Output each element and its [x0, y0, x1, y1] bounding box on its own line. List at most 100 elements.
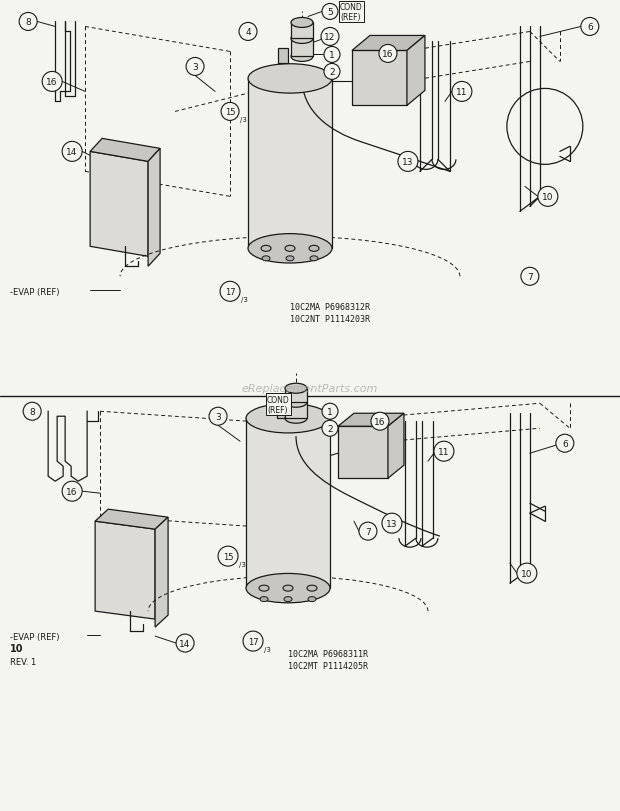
Polygon shape: [352, 51, 407, 106]
Text: /3: /3: [241, 297, 248, 303]
Bar: [285, 388, 307, 403]
Circle shape: [359, 522, 377, 540]
Ellipse shape: [283, 586, 293, 591]
Text: /3: /3: [264, 646, 271, 652]
Polygon shape: [407, 36, 425, 106]
Text: 7: 7: [365, 527, 371, 536]
Bar: [291, 40, 313, 58]
Text: 3: 3: [215, 412, 221, 421]
Circle shape: [452, 82, 472, 102]
Text: 15: 15: [223, 552, 233, 561]
Text: 16: 16: [46, 78, 58, 87]
Ellipse shape: [285, 414, 307, 423]
Ellipse shape: [291, 53, 313, 62]
Circle shape: [581, 19, 599, 36]
Text: 6: 6: [587, 23, 593, 32]
Polygon shape: [90, 152, 148, 257]
Circle shape: [322, 421, 338, 436]
Text: /3: /3: [240, 118, 247, 123]
Text: 10C2MA P6968311R: 10C2MA P6968311R: [288, 649, 368, 658]
Text: 13: 13: [402, 157, 414, 167]
Text: 12: 12: [324, 33, 335, 42]
Text: COND
(REF): COND (REF): [340, 2, 363, 22]
Text: 16: 16: [66, 487, 78, 496]
Circle shape: [382, 513, 402, 534]
Bar: [248, 79, 332, 249]
Text: 2: 2: [327, 424, 333, 433]
Text: -EVAP (REF): -EVAP (REF): [10, 632, 60, 641]
Polygon shape: [388, 414, 404, 478]
Polygon shape: [95, 509, 168, 530]
Circle shape: [176, 634, 194, 652]
Text: 1: 1: [327, 407, 333, 416]
Bar: [291, 24, 313, 40]
Polygon shape: [148, 149, 160, 267]
Text: 16: 16: [374, 417, 386, 427]
Text: 5: 5: [327, 8, 333, 17]
Text: 10: 10: [521, 569, 533, 578]
Text: 2: 2: [329, 68, 335, 77]
Text: 6: 6: [562, 440, 568, 448]
Ellipse shape: [246, 573, 330, 603]
Ellipse shape: [310, 256, 318, 261]
Ellipse shape: [262, 256, 270, 261]
Circle shape: [321, 28, 339, 46]
Text: 8: 8: [29, 407, 35, 416]
Text: 13: 13: [386, 519, 397, 528]
Bar: [277, 404, 287, 418]
Circle shape: [23, 403, 41, 421]
Bar: [285, 403, 307, 418]
Text: 3: 3: [192, 62, 198, 72]
Text: 10: 10: [542, 192, 554, 202]
Circle shape: [371, 413, 389, 431]
Polygon shape: [155, 517, 168, 628]
Text: 11: 11: [456, 88, 467, 97]
Ellipse shape: [260, 597, 268, 602]
Ellipse shape: [285, 246, 295, 252]
Circle shape: [434, 442, 454, 461]
Text: 14: 14: [179, 639, 191, 648]
Circle shape: [521, 268, 539, 286]
Text: 16: 16: [382, 49, 394, 59]
Text: 14: 14: [66, 148, 78, 157]
Circle shape: [186, 58, 204, 76]
Circle shape: [322, 4, 338, 20]
Ellipse shape: [248, 234, 332, 264]
Bar: [246, 418, 330, 589]
Polygon shape: [338, 414, 404, 427]
Polygon shape: [352, 36, 425, 51]
Ellipse shape: [307, 586, 317, 591]
Circle shape: [62, 482, 82, 501]
Ellipse shape: [261, 246, 271, 252]
Text: 10: 10: [10, 643, 24, 654]
Text: /3: /3: [239, 561, 246, 568]
Text: 8: 8: [25, 18, 31, 27]
Circle shape: [209, 408, 227, 426]
Polygon shape: [90, 139, 160, 162]
Text: COND
(REF): COND (REF): [267, 395, 290, 414]
Circle shape: [324, 64, 340, 80]
Circle shape: [538, 187, 558, 207]
Circle shape: [556, 435, 574, 453]
Text: 17: 17: [248, 637, 259, 646]
Circle shape: [379, 45, 397, 63]
Ellipse shape: [259, 586, 269, 591]
Ellipse shape: [291, 34, 313, 45]
Text: 17: 17: [224, 287, 236, 297]
Circle shape: [398, 152, 418, 172]
Ellipse shape: [286, 256, 294, 261]
Text: eReplacementParts.com: eReplacementParts.com: [242, 384, 378, 394]
Text: REV. 1: REV. 1: [10, 657, 37, 666]
Circle shape: [220, 282, 240, 302]
Ellipse shape: [291, 19, 313, 28]
Circle shape: [221, 103, 239, 121]
Text: 11: 11: [438, 447, 450, 456]
Ellipse shape: [308, 597, 316, 602]
Circle shape: [218, 547, 238, 566]
Circle shape: [517, 564, 537, 583]
Text: 10C2NT P1114203R: 10C2NT P1114203R: [290, 315, 370, 324]
Circle shape: [62, 142, 82, 162]
Ellipse shape: [248, 65, 332, 94]
Text: 15: 15: [225, 108, 236, 117]
Ellipse shape: [246, 404, 330, 433]
